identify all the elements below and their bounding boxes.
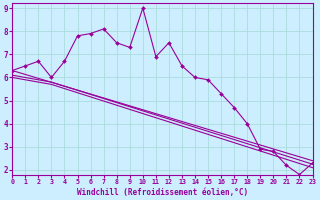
X-axis label: Windchill (Refroidissement éolien,°C): Windchill (Refroidissement éolien,°C) (77, 188, 248, 197)
